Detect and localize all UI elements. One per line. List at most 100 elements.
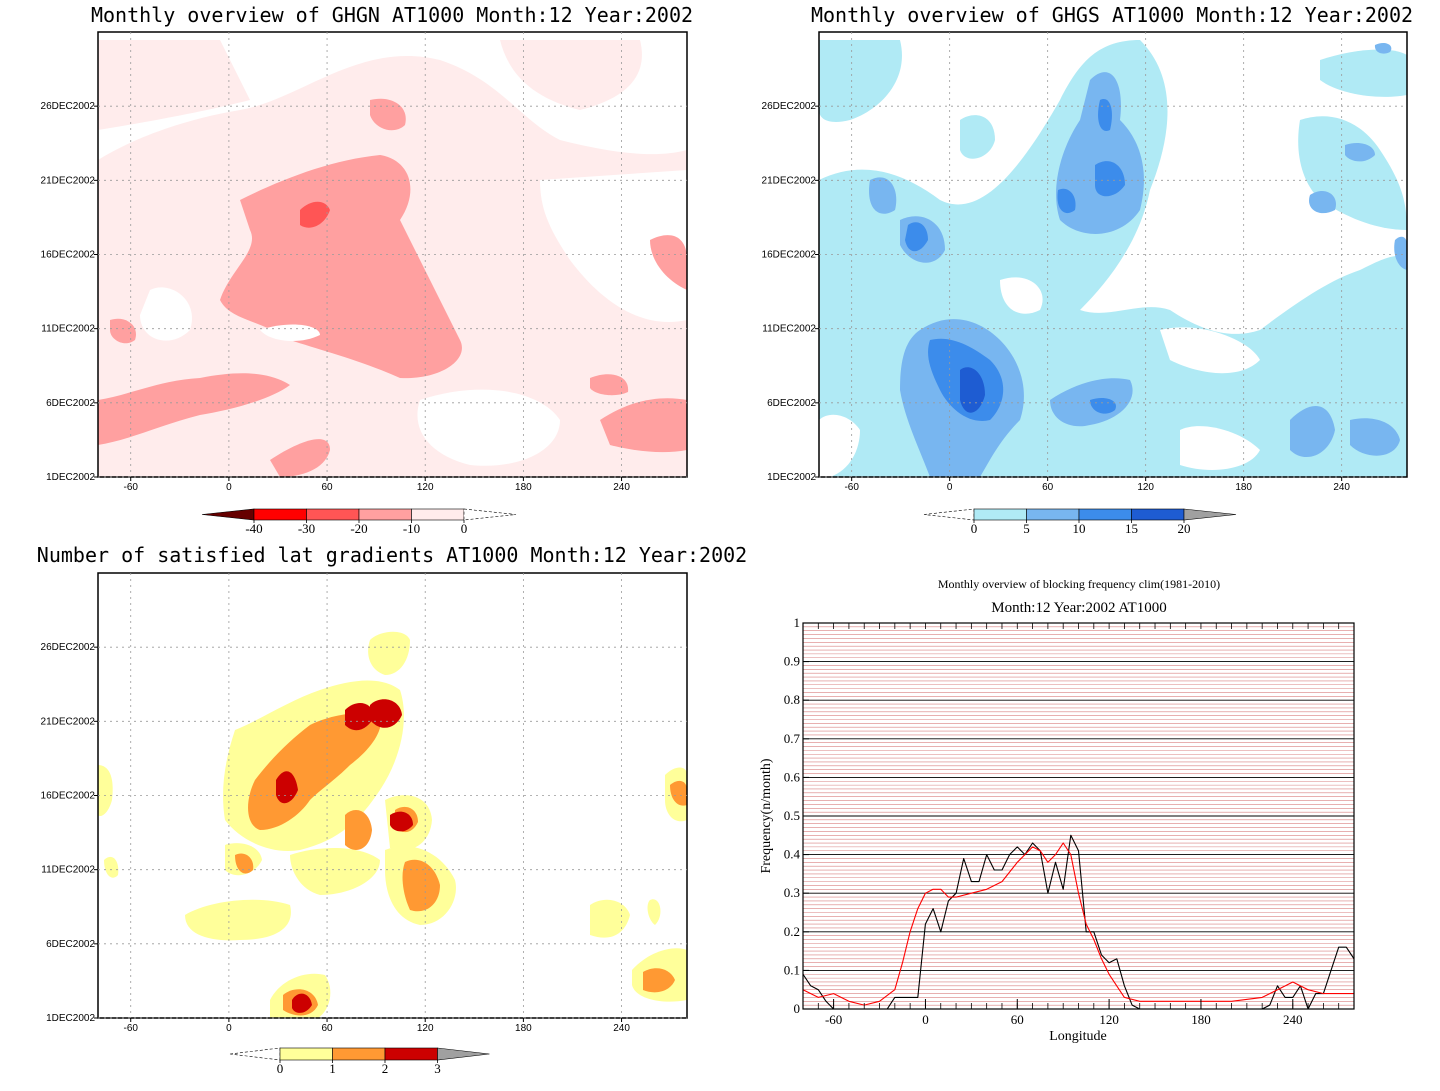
- y-tick-label-4: 21DEC2002: [762, 175, 817, 186]
- blocking-grid: [803, 622, 1354, 1010]
- ghgn-level-h: [650, 235, 687, 290]
- ghgn-gap-2: [540, 170, 687, 322]
- ghgn-x-ticks: -60 0 60 120 180 240: [123, 477, 630, 493]
- ghgs-level-5-10j: [1374, 42, 1392, 54]
- panel-lat-gradients-title: Number of satisfied lat gradients AT1000…: [37, 543, 747, 567]
- ghgs-level-5-10h: [1345, 143, 1375, 162]
- ghgn-y-ticks: 1DEC2002 6DEC2002 11DEC2002 16DEC2002 21DEC2…: [41, 101, 98, 483]
- latgrad-level-2-3e: [292, 993, 312, 1013]
- y-tick-label-5: 26DEC2002: [41, 642, 96, 653]
- ghgs-gap-4: [1000, 277, 1043, 314]
- y-tick-label-7: 0.7: [784, 731, 801, 746]
- latgrad-level-1-2e: [643, 968, 675, 993]
- latgrad-level-0-1c: [185, 899, 291, 941]
- colorbar-label-3: -10: [403, 521, 420, 536]
- colorbar-box-3: [411, 508, 465, 521]
- latgrad-level-2-3d: [390, 811, 413, 832]
- blocking-subtitle: Month:12 Year:2002 AT1000: [991, 600, 1166, 616]
- x-tick-label-5: 240: [613, 482, 630, 493]
- colorbar-box-0: [279, 1047, 333, 1061]
- series-line-0: [803, 834, 1354, 1009]
- y-tick-label-5: 26DEC2002: [41, 101, 96, 112]
- ghgn-level-minus10-0b: [98, 40, 250, 130]
- latgrad-level-0-1l: [98, 765, 113, 817]
- x-tick-label-5: 240: [1333, 482, 1350, 493]
- x-tick-label-4: 180: [1191, 1012, 1211, 1027]
- colorbar-extend-low: [201, 508, 255, 521]
- x-tick-label-0: -60: [825, 1012, 842, 1027]
- x-tick-label-3: 120: [1137, 482, 1154, 493]
- y-tick-label-1: 6DEC2002: [46, 939, 95, 950]
- colorbar-label-3: 3: [434, 1061, 441, 1076]
- y-tick-label-2: 11DEC2002: [762, 324, 816, 335]
- y-tick-label-1: 6DEC2002: [767, 398, 816, 409]
- x-tick-label-4: 180: [515, 1023, 532, 1034]
- y-tick-label-1: 6DEC2002: [46, 398, 95, 409]
- ghgs-level-5-10c: [869, 177, 897, 214]
- x-tick-label-2: 60: [321, 1023, 333, 1034]
- y-tick-label-0: 0: [794, 1001, 801, 1016]
- ghgs-level-5-10k: [1394, 236, 1407, 270]
- y-tick-label-6: 0.6: [784, 769, 801, 784]
- lat-gradients-x-ticks: -60 0 60 120 180 240: [123, 1018, 630, 1034]
- x-tick-label-1: 0: [226, 1023, 232, 1034]
- ghgs-grid: [819, 32, 1407, 478]
- ghgs-level-0-5b: [819, 40, 902, 122]
- latgrad-level-2-3c: [276, 771, 298, 804]
- x-tick-label-4: 180: [515, 482, 532, 493]
- panel-blocking-frequency: Monthly overview of blocking frequency c…: [759, 577, 1355, 1044]
- x-tick-label-3: 120: [1099, 1012, 1119, 1027]
- x-tick-label-5: 240: [1283, 1012, 1303, 1027]
- x-tick-label-5: 240: [613, 1023, 630, 1034]
- y-tick-label-9: 0.9: [784, 654, 800, 669]
- y-tick-label-0: 1DEC2002: [767, 472, 816, 483]
- colorbar-extend-high: [1183, 508, 1237, 521]
- lat-gradients-grid: [98, 573, 687, 1019]
- ghgn-level-g: [590, 374, 629, 396]
- y-tick-label-1: 0.1: [784, 962, 800, 977]
- y-tick-label-5: 26DEC2002: [762, 101, 817, 112]
- panel-ghgs-title: Monthly overview of GHGS AT1000 Month:12…: [811, 3, 1413, 27]
- ghgs-level-0-5d: [1320, 49, 1407, 97]
- colorbar-label-2: 10: [1073, 521, 1086, 536]
- latgrad-level-0-1o: [228, 768, 239, 792]
- ghgn-grid: [98, 32, 687, 478]
- colorbar-label-2: -20: [350, 521, 367, 536]
- y-tick-label-8: 0.8: [784, 692, 800, 707]
- y-tick-label-3: 0.3: [784, 885, 800, 900]
- y-tick-label-0: 1DEC2002: [46, 1013, 95, 1024]
- latgrad-level-0-1d: [290, 848, 380, 895]
- ghgs-gap-1: [1160, 327, 1260, 374]
- colorbar-label-1: 5: [1023, 521, 1030, 536]
- lat-gradients-colorbar: 0 1 2 3: [229, 1047, 490, 1076]
- blocking-x-ticks: -60 0 60 120 180 240: [802, 623, 1355, 1027]
- x-tick-label-1: 0: [226, 482, 232, 493]
- ghgn-gap-4: [260, 324, 320, 342]
- x-tick-label-3: 120: [417, 482, 434, 493]
- colorbar-box-3: [1131, 508, 1185, 521]
- ghgn-colorbar: -40 -30 -20 -10 0: [201, 508, 517, 536]
- ghgs-level-5-10f: [1290, 406, 1335, 458]
- blocking-x-axis-label: Longitude: [1049, 1029, 1107, 1044]
- latgrad-level-2-3: [345, 703, 375, 731]
- x-tick-label-0: -60: [123, 1023, 138, 1034]
- colorbar-label-0: 0: [971, 521, 978, 536]
- blocking-y-ticks: 0 0.1 0.2 0.3 0.4 0.5 0.6 0.7 0.8 0.9 1: [784, 615, 809, 1016]
- ghgs-gap-3: [819, 414, 860, 477]
- colorbar-box-1: [1026, 508, 1080, 521]
- ghgn-contours: [98, 32, 687, 477]
- y-tick-label-10: 1: [794, 615, 801, 630]
- colorbar-label-3: 15: [1125, 521, 1138, 536]
- ghgs-x-ticks: -60 0 60 120 180 240: [844, 477, 1350, 493]
- colorbar-box-1: [332, 1047, 386, 1061]
- blocking-series: [803, 834, 1354, 1009]
- ghgs-level-10-15d: [1098, 99, 1112, 131]
- ghgs-level-5-10g: [1350, 418, 1400, 456]
- ghgs-gap-2: [1180, 426, 1260, 470]
- latgrad-level-1-2d: [235, 853, 254, 874]
- ghgn-gap-3: [417, 389, 560, 466]
- x-tick-label-0: -60: [123, 482, 138, 493]
- ghgs-level-10-15f: [1090, 398, 1116, 414]
- ghgs-level-5-10i: [1309, 190, 1336, 214]
- colorbar-box-2: [384, 1047, 438, 1061]
